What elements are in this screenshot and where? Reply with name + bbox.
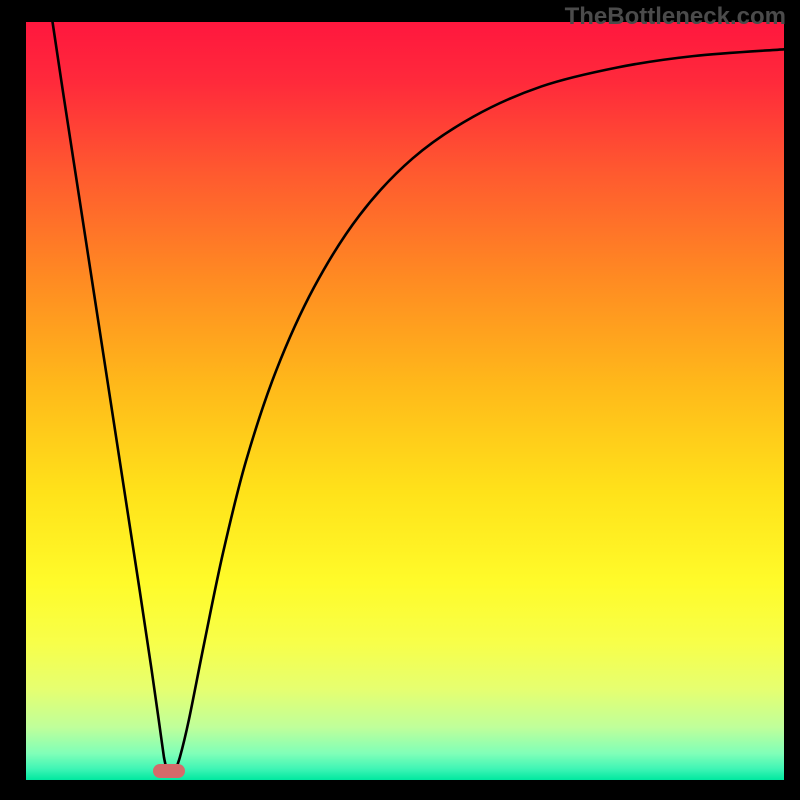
stage: TheBottleneck.com bbox=[0, 0, 800, 800]
bottleneck-curve bbox=[0, 0, 800, 800]
bottleneck-marker bbox=[153, 764, 185, 778]
